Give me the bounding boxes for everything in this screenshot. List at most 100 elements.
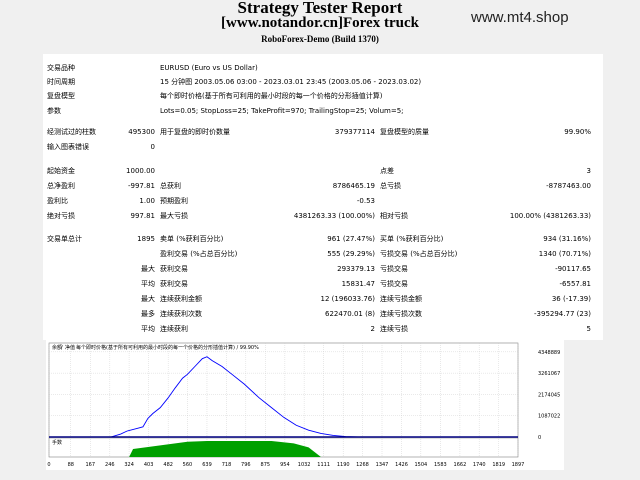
x-tick-label: 1111 xyxy=(317,462,330,468)
x-tick-label: 1504 xyxy=(414,462,427,468)
gross-loss-value: -8787463.00 xyxy=(546,182,591,190)
consec-loss-value: -395294.77 (23) xyxy=(534,310,591,318)
loss-trades-label: 亏损交易 (%占总百分比) xyxy=(380,250,458,258)
volume-label: 手数 xyxy=(52,439,62,446)
total-label: 交易单总计 xyxy=(47,235,82,243)
consec-losses-value: 36 (-17.39) xyxy=(551,295,591,303)
spread-label: 点差 xyxy=(380,167,394,175)
legend-separator: / xyxy=(61,345,63,351)
y-tick-labels: 4348889 3261067 2174045 1087022 0 xyxy=(538,350,560,441)
long-label: 买单 (%获利百分比) xyxy=(380,235,444,243)
x-tick-label: 796 xyxy=(241,462,251,468)
max2-label: 最大 xyxy=(141,295,155,303)
net-label: 总净盈利 xyxy=(47,182,75,190)
pf-value: 1.00 xyxy=(139,197,155,205)
bars-value: 495300 xyxy=(128,128,155,136)
max-dd-label: 最大亏损 xyxy=(160,212,188,220)
gross-profit-label: 总获利 xyxy=(160,182,181,190)
volume-fill xyxy=(49,441,518,457)
ticks-label: 用于复盘的即时价数量 xyxy=(160,128,230,136)
x-tick-label: 1662 xyxy=(454,462,467,468)
consec-losses-label: 连续亏损金额 xyxy=(380,295,422,303)
long-value: 934 (31.16%) xyxy=(543,235,591,243)
consec-profit-label: 连续获利次数 xyxy=(160,310,202,318)
report-header: Strategy Tester Report [www.notandor.cn]… xyxy=(0,0,640,52)
x-tick-label: 1740 xyxy=(473,462,486,468)
series-group xyxy=(49,356,518,438)
total-value: 1895 xyxy=(137,235,155,243)
deposit-label: 起始资金 xyxy=(47,167,75,175)
x-tick-label: 167 xyxy=(86,462,96,468)
volume-area xyxy=(49,441,518,457)
payoff-value: -0.53 xyxy=(356,197,375,205)
balance-chart: 4348889 3261067 2174045 1087022 0 0 88 167 246 3… xyxy=(46,340,564,470)
legend-equity: 净值 xyxy=(65,344,75,351)
abs-dd-value: 997.81 xyxy=(130,212,156,220)
x-tick-label: 1583 xyxy=(434,462,447,468)
model-value: 每个即时价格(基于所有可利用的最小时段的每一个价格的分形插值计算) xyxy=(160,92,383,100)
deposit-value: 1000.00 xyxy=(126,167,155,175)
report-subtitle: [www.notandor.cn]Forex truck xyxy=(221,15,419,31)
avg-label: 平均 xyxy=(141,280,155,288)
period-label: 时间周期 xyxy=(47,78,75,86)
largest-loss-value: -90117.65 xyxy=(555,265,591,273)
y-tick-label: 4348889 xyxy=(538,350,560,356)
x-tick-label: 1268 xyxy=(356,462,369,468)
most-label: 最多 xyxy=(141,310,155,318)
gross-loss-label: 总亏损 xyxy=(380,182,401,190)
x-tick-label: 1190 xyxy=(337,462,350,468)
avg-loss-label: 亏损交易 xyxy=(380,280,408,288)
x-tick-label: 875 xyxy=(261,462,271,468)
consec-profit-value: 622470.01 (8) xyxy=(325,310,375,318)
x-tick-labels: 0 88 167 246 324 403 482 560 639 718 796 875 954 1032… xyxy=(47,462,524,468)
consec-wins-label: 连续获利金额 xyxy=(160,295,202,303)
y-tick-label: 0 xyxy=(538,435,541,441)
consec-wins-value: 12 (196033.76) xyxy=(320,295,375,303)
rel-dd-value: 100.00% (4381263.33) xyxy=(509,212,591,220)
avg2-label: 平均 xyxy=(141,325,155,333)
params-label: 参数 xyxy=(47,107,61,115)
net-value: -997.81 xyxy=(127,182,155,190)
avg-consec-wins-label: 连续获利 xyxy=(160,325,188,333)
ticks-value: 379377114 xyxy=(334,128,375,136)
rel-dd-label: 相对亏损 xyxy=(380,212,408,220)
model-label: 复盘模型 xyxy=(47,92,75,100)
x-tick-label: 1032 xyxy=(298,462,311,468)
x-tick-label: 1897 xyxy=(512,462,525,468)
short-label: 卖单 (%获利百分比) xyxy=(160,235,224,243)
balance-chart-svg: 4348889 3261067 2174045 1087022 0 0 88 167 246 3… xyxy=(46,340,564,470)
avg-loss-value: -6557.81 xyxy=(559,280,591,288)
legend-model: 每个即时价格(基于所有可利用的最小时段的每一个价格的分形插值计算) / 99.9… xyxy=(76,344,259,351)
x-tick-label: 639 xyxy=(202,462,212,468)
largest-loss-label: 亏损交易 xyxy=(380,265,408,273)
x-tick-label: 88 xyxy=(68,462,74,468)
max-label: 最大 xyxy=(141,265,155,273)
symbol-value: EURUSD (Euro vs US Dollar) xyxy=(160,64,258,72)
watermark: www.mt4.shop xyxy=(471,9,569,26)
payoff-label: 预期盈利 xyxy=(160,197,188,205)
pf-label: 盈利比 xyxy=(47,197,68,205)
spread-value: 3 xyxy=(586,167,591,175)
profit-trades-value: 555 (29.29%) xyxy=(327,250,375,258)
loss-trades-value: 1340 (70.71%) xyxy=(538,250,591,258)
largest-profit-label: 获利交易 xyxy=(160,265,188,273)
bars-label: 经测试过的柱数 xyxy=(47,128,96,136)
x-tick-label: 560 xyxy=(183,462,193,468)
symbol-label: 交易品种 xyxy=(47,64,75,72)
x-tick-label: 246 xyxy=(105,462,115,468)
max-dd-value: 4381263.33 (100.00%) xyxy=(293,212,375,220)
report-title: Strategy Tester Report xyxy=(237,0,403,17)
plot-area xyxy=(48,342,519,458)
avg-profit-value: 15831.47 xyxy=(341,280,375,288)
avg-consec-losses-value: 5 xyxy=(586,325,591,333)
x-tick-label: 718 xyxy=(222,462,232,468)
x-tick-label: 1819 xyxy=(492,462,505,468)
y-tick-label: 2174045 xyxy=(538,392,560,398)
errors-value: 0 xyxy=(150,143,155,151)
profit-trades-label: 盈利交易 (%占总百分比) xyxy=(160,250,238,258)
largest-profit-value: 293379.13 xyxy=(337,265,375,273)
x-tick-label: 0 xyxy=(47,462,50,468)
params-value: Lots=0.05; StopLoss=25; TakeProfit=970; … xyxy=(160,107,404,115)
legend-balance: 余额 xyxy=(52,344,62,351)
quality-label: 复盘模型的质量 xyxy=(380,128,429,136)
